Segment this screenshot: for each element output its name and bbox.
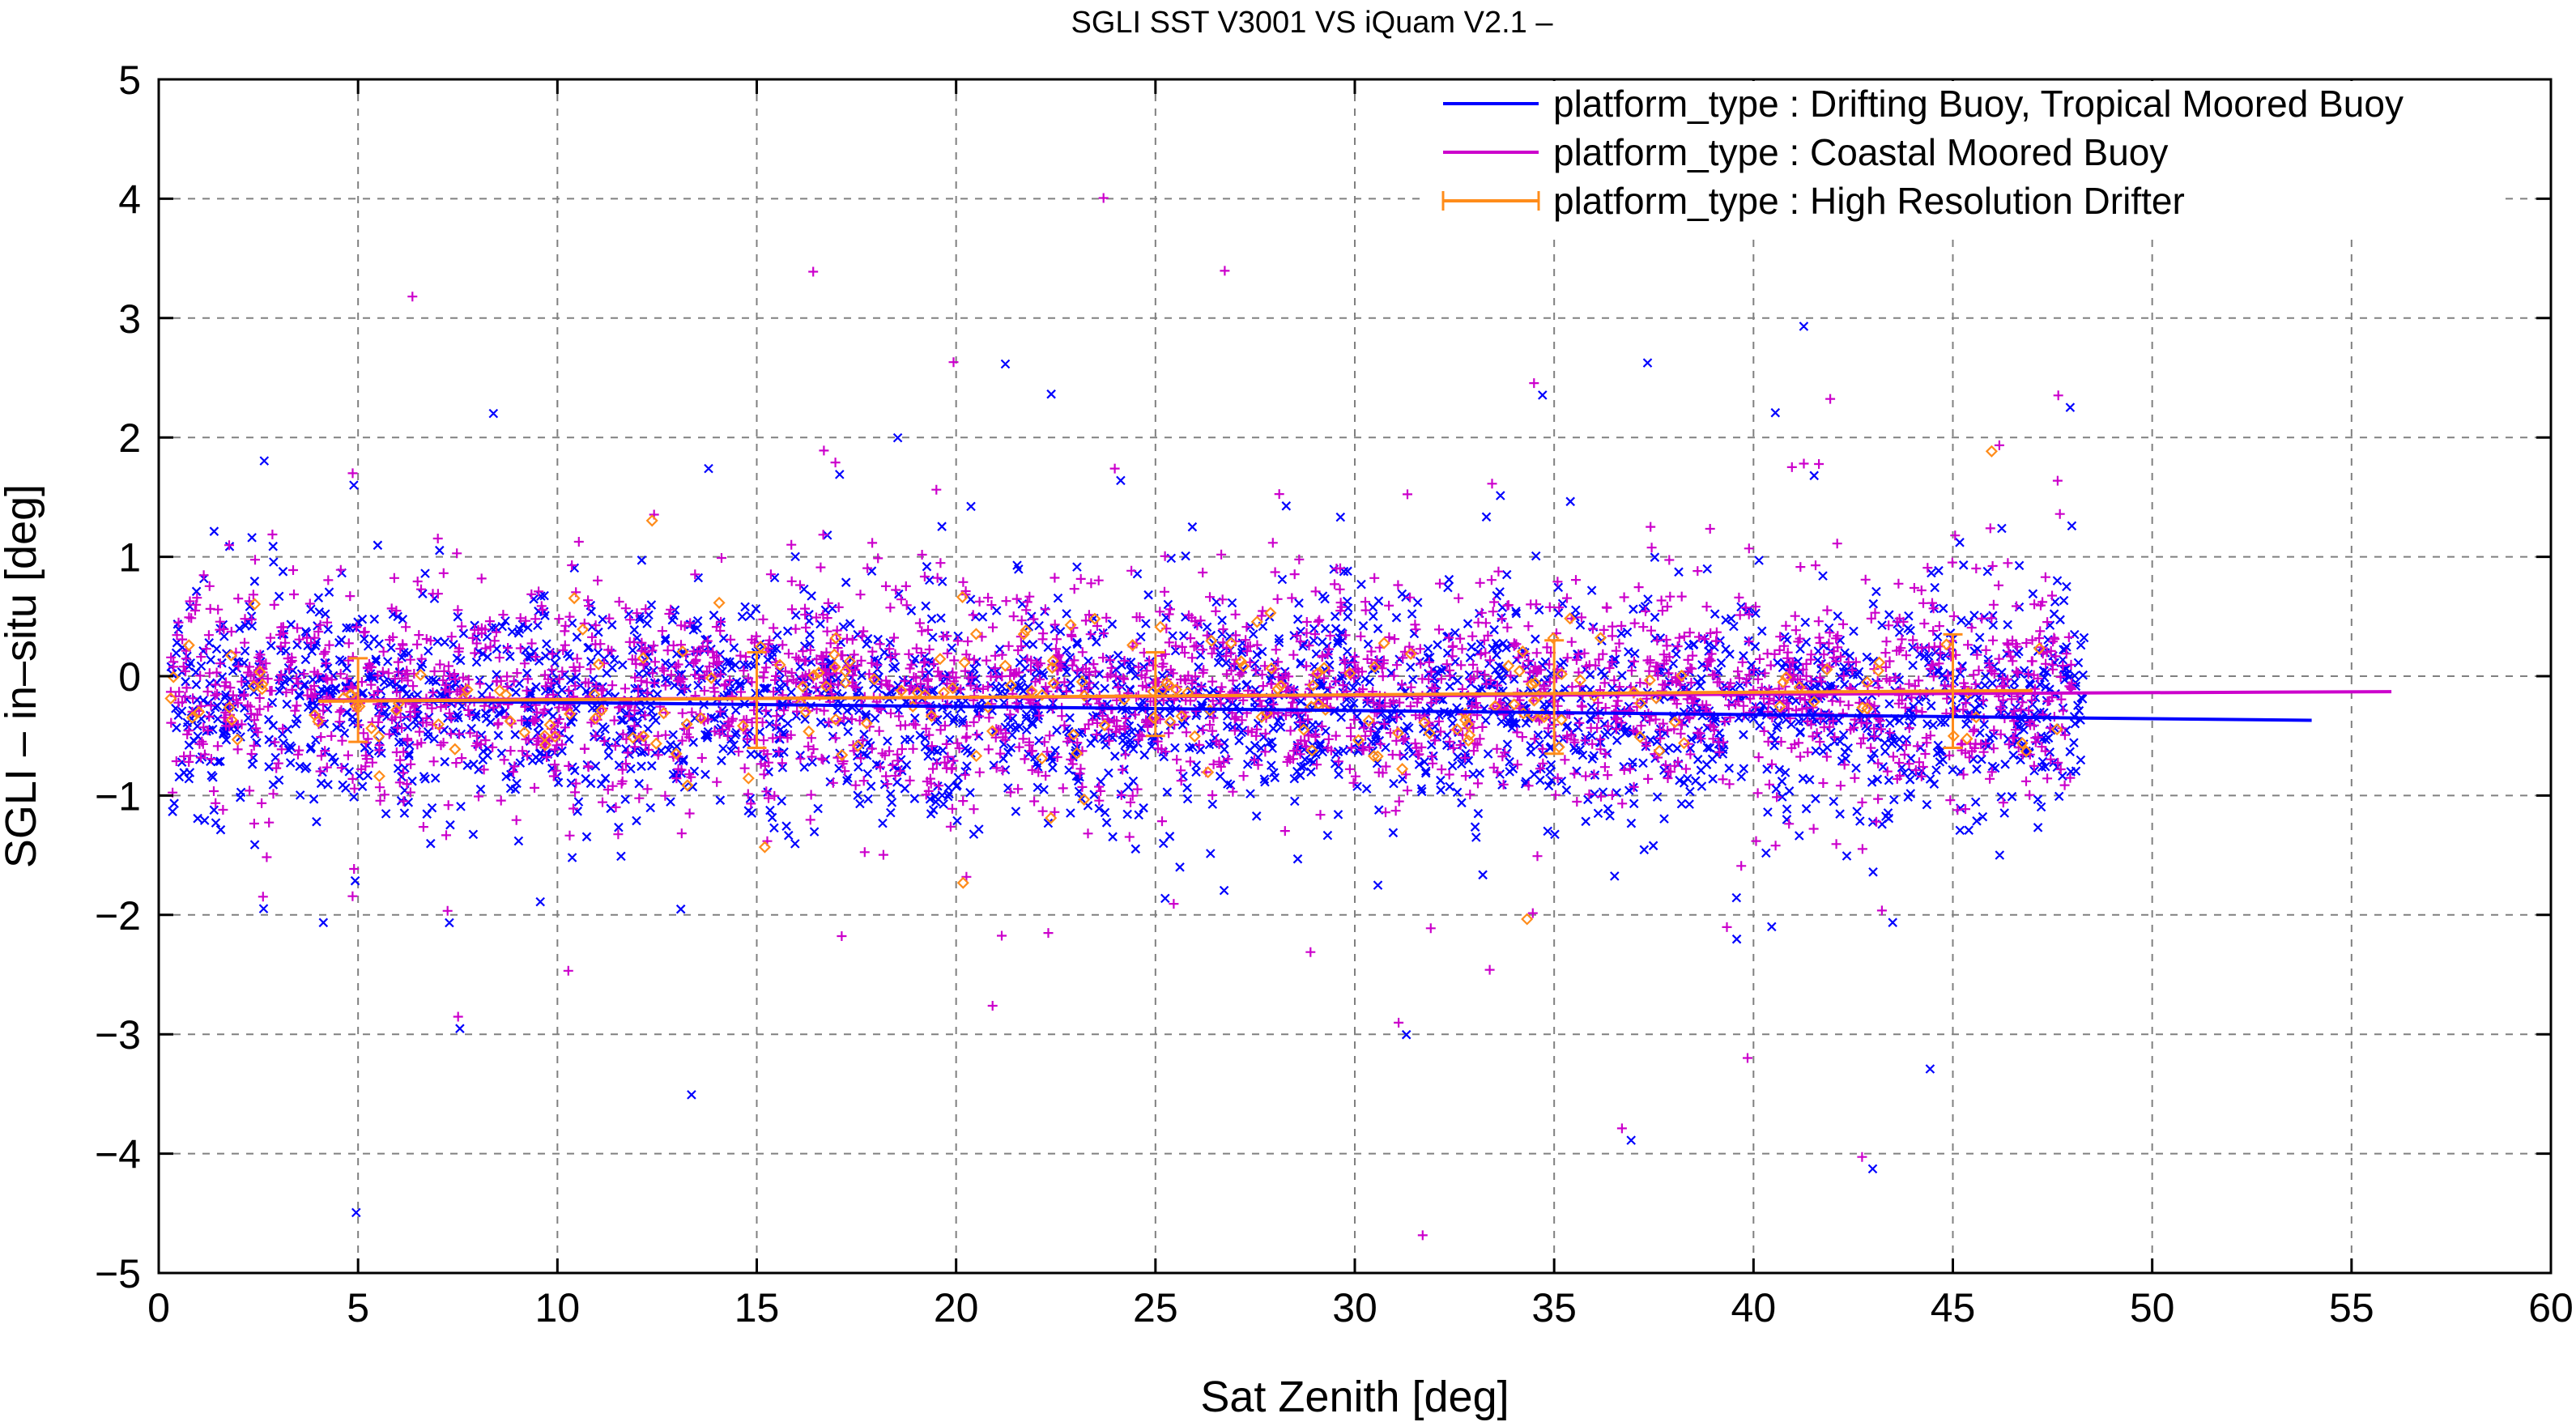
x-axis-label: Sat Zenith [deg] — [1200, 1373, 1509, 1421]
x-tick-label: 10 — [535, 1285, 581, 1330]
error-bar — [348, 657, 368, 743]
x-tick-label: 20 — [934, 1285, 979, 1330]
trend-line-2 — [317, 688, 2033, 703]
y-tick-label: 0 — [118, 654, 141, 700]
y-tick-label: 4 — [118, 177, 141, 222]
series-points-0 — [166, 321, 2089, 1218]
legend: platform_type : Drifting Buoy, Tropical … — [1425, 81, 2502, 235]
y-tick-label: −1 — [95, 773, 141, 819]
x-tick-label: 30 — [1332, 1285, 1377, 1330]
trend-line-0 — [317, 698, 2312, 722]
y-tick-label: 1 — [118, 535, 141, 581]
legend-label-2: platform_type : High Resolution Drifter — [1553, 180, 2185, 222]
x-tick-label: 5 — [347, 1285, 369, 1330]
x-tick-label: 25 — [1133, 1285, 1178, 1330]
chart-title: SGLI SST V3001 VS iQuam V2.1 – — [1071, 6, 1554, 40]
y-tick-label: −5 — [95, 1251, 141, 1296]
x-tick-label: 35 — [1531, 1285, 1577, 1330]
y-tick-label: 5 — [118, 57, 141, 103]
y-tick-label: −3 — [95, 1012, 141, 1058]
x-tick-label: 50 — [2130, 1285, 2175, 1330]
y-tick-label: −2 — [95, 893, 141, 939]
series-marks-0 — [166, 321, 2089, 1218]
error-bar — [1943, 632, 1963, 749]
y-axis-label: SGLI – in–situ [deg] — [0, 484, 45, 868]
x-tick-label: 45 — [1931, 1285, 1976, 1330]
x-axis-ticks: 0 5 10 15 20 25 30 35 40 45 50 55 60 — [147, 79, 2574, 1330]
legend-label-1: platform_type : Coastal Moored Buoy — [1553, 131, 2168, 173]
error-bar — [1145, 651, 1165, 738]
error-bar — [747, 651, 767, 749]
legend-label-0: platform_type : Drifting Buoy, Tropical … — [1553, 83, 2404, 125]
y-tick-label: 3 — [118, 296, 141, 342]
y-tick-label: −4 — [95, 1132, 141, 1177]
legend-background — [1425, 81, 2502, 235]
y-axis-ticks: −5 −4 −3 −2 −1 0 1 2 3 4 5 — [95, 57, 2551, 1296]
x-tick-label: 55 — [2329, 1285, 2374, 1330]
error-bar — [1544, 639, 1565, 756]
x-tick-label: 15 — [734, 1285, 780, 1330]
trend-lines — [317, 688, 2392, 722]
x-tick-label: 60 — [2528, 1285, 2574, 1330]
series-marks-1 — [165, 193, 2076, 1241]
x-tick-label: 0 — [147, 1285, 170, 1330]
scatter-points — [164, 193, 2089, 1241]
y-tick-label: 2 — [118, 415, 141, 461]
x-tick-label: 40 — [1731, 1285, 1777, 1330]
error-bars — [348, 632, 1963, 756]
series-points-1 — [165, 193, 2076, 1241]
